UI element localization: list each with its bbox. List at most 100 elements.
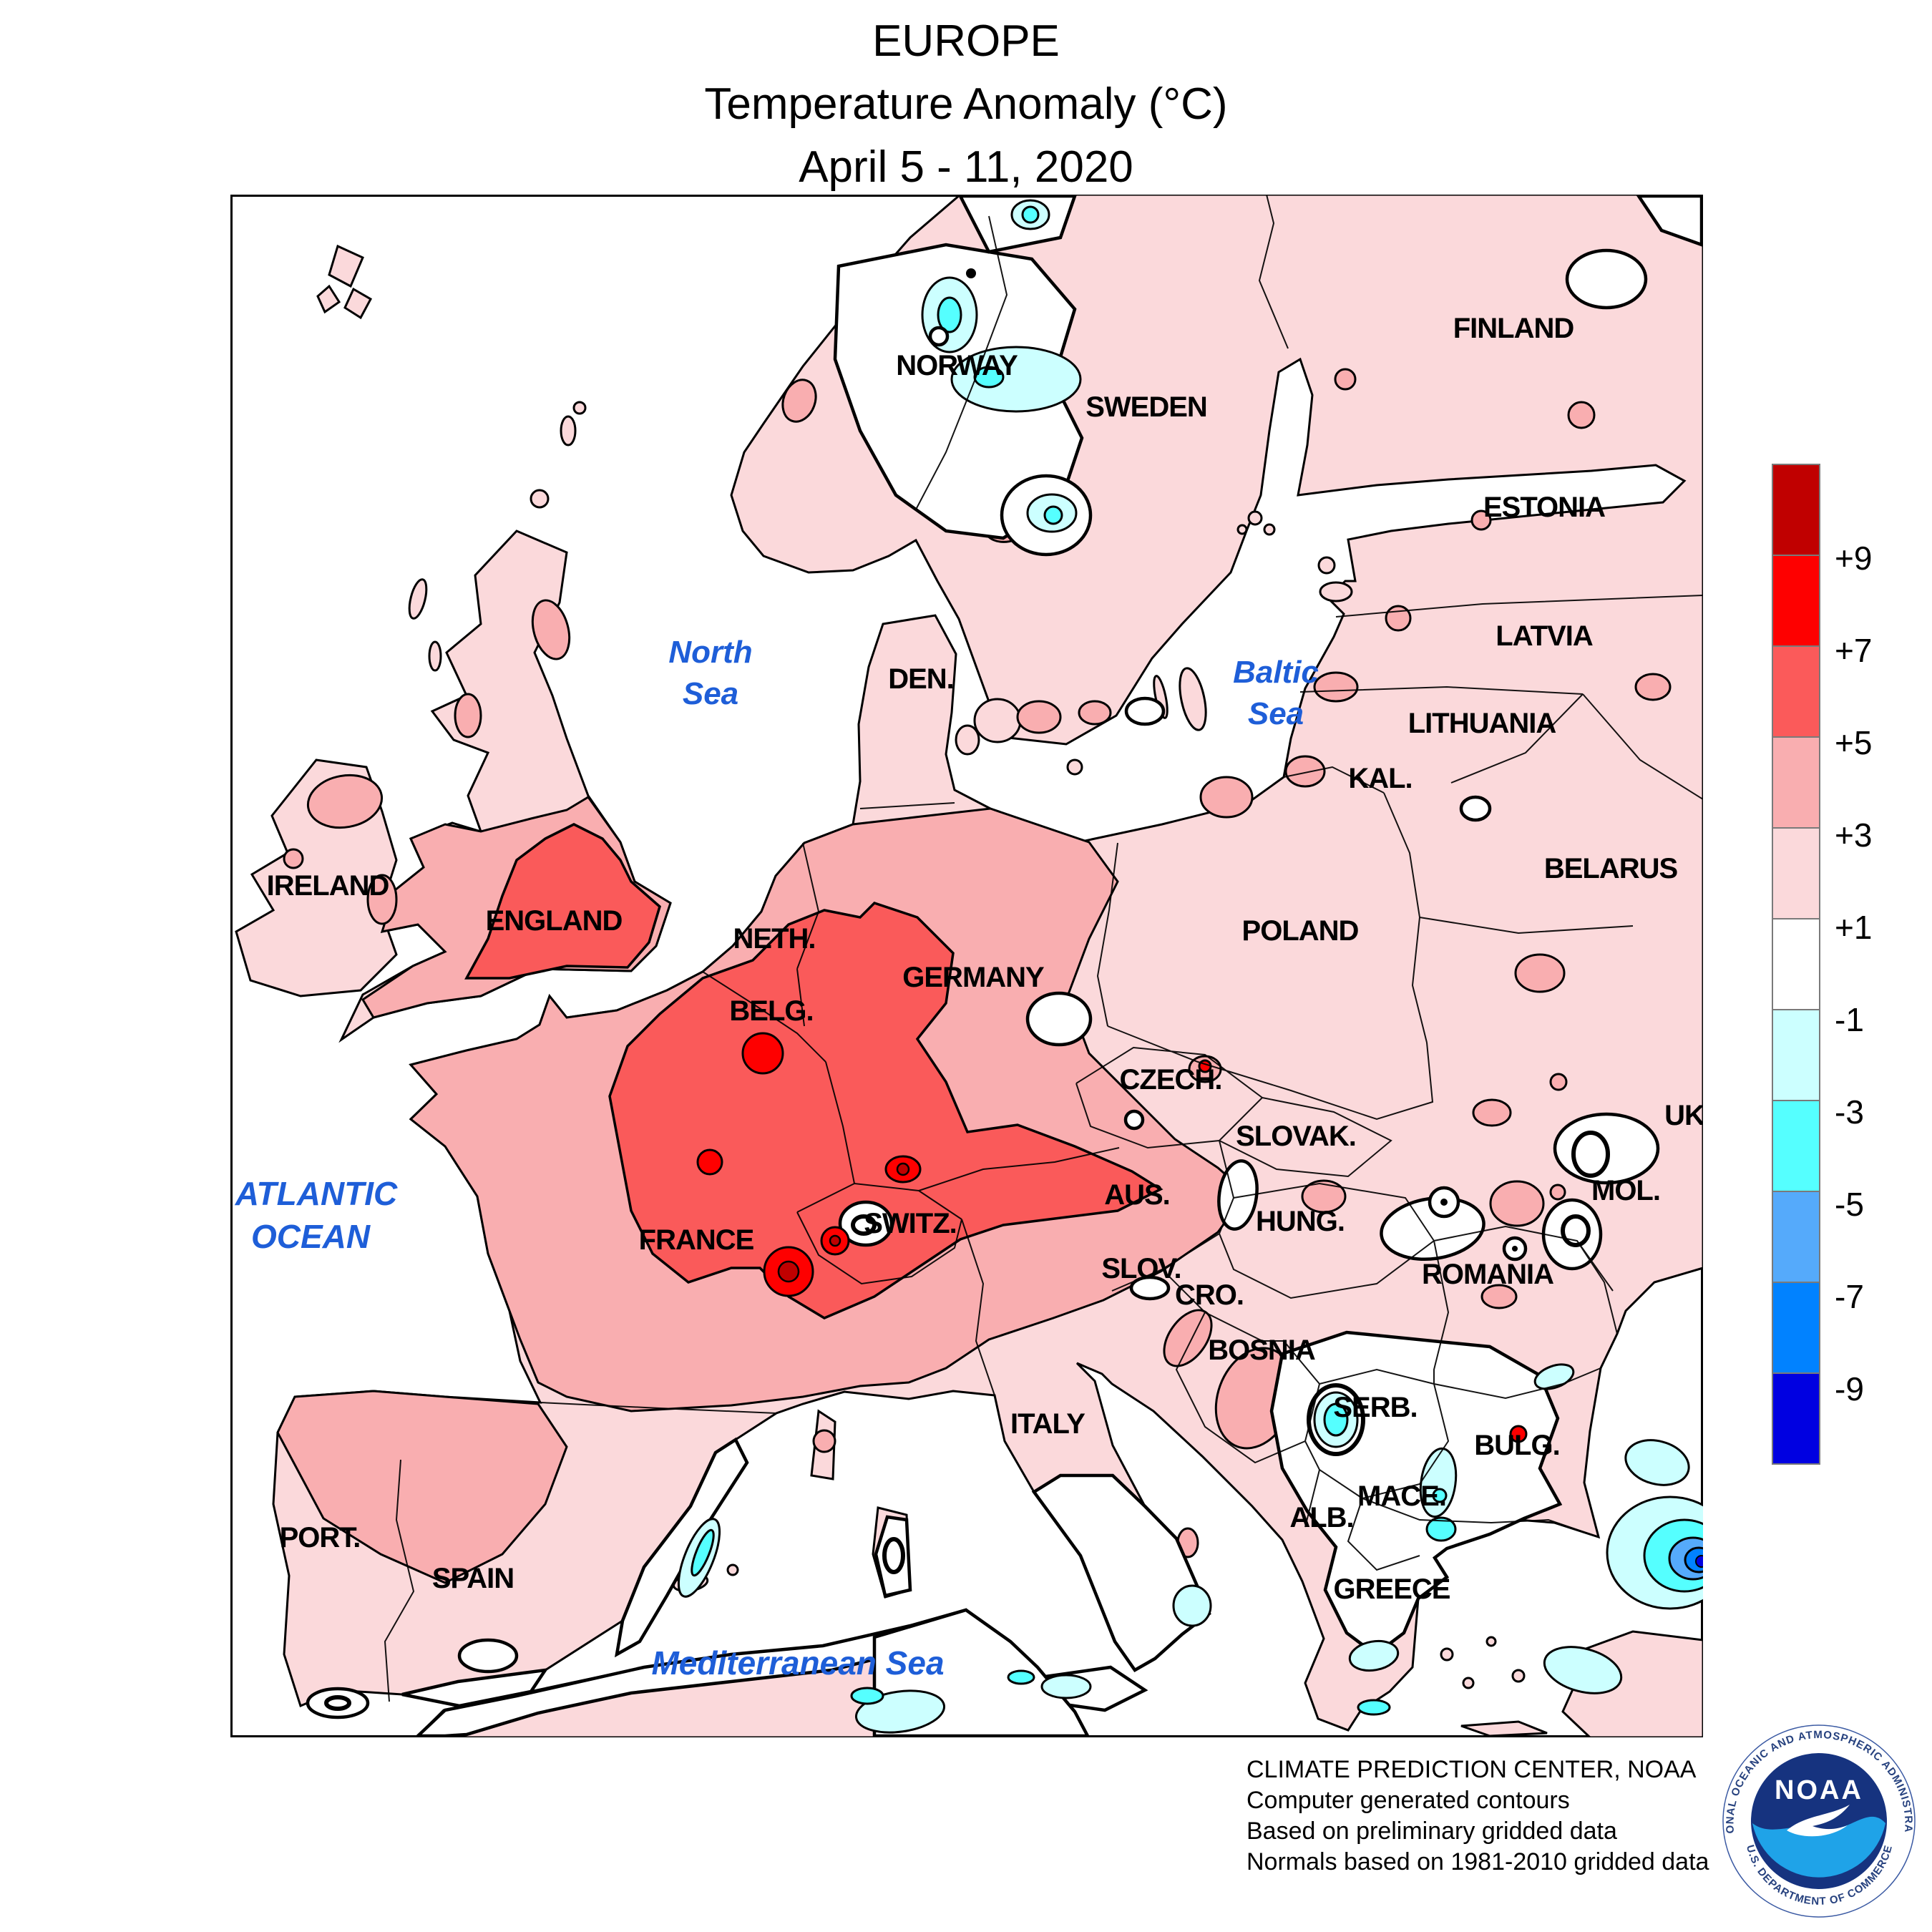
anomaly-neutral-transylvania: [1380, 1196, 1485, 1262]
europe-anomaly-map: NORWAY SWEDEN FINLAND ESTONIA LATVIA LITHUANI…: [230, 195, 1703, 1737]
contour-ring-portugal: [324, 1695, 351, 1711]
anomaly-minus1-black-sea-edge: [1624, 1439, 1690, 1486]
anomaly-plus3-estonia: [1470, 509, 1492, 531]
anomaly-plus5-france-germany: [608, 901, 1163, 1319]
map-label-slovak: SLOVAK.: [1236, 1121, 1356, 1152]
anomaly-plus3-n-ireland: [306, 774, 384, 829]
anomaly-neutral-white-sea: [1635, 195, 1703, 248]
map-label-czech: CZECH.: [1120, 1064, 1222, 1096]
sea-label-baltic: Baltic: [1233, 655, 1319, 690]
anomaly-plus3-e-hungary: [1301, 1179, 1347, 1214]
map-label-finland: FINLAND: [1453, 313, 1574, 344]
legend-swatch-6: [1772, 1009, 1820, 1101]
map-label-ireland: IRELAND: [267, 870, 389, 902]
anomaly-minus3-algeria-2: [1007, 1669, 1035, 1685]
shetland: [560, 415, 577, 447]
contour-dot-norway: [966, 268, 976, 278]
anomaly-plus7-belgium: [741, 1032, 784, 1075]
map-label-bosnia: BOSNIA: [1208, 1335, 1315, 1366]
sea-label-atlantic: ATLANTIC: [235, 1175, 398, 1212]
anomaly-field: [276, 195, 1703, 1737]
map-label-spain: SPAIN: [432, 1563, 514, 1594]
legend-tick-+3: +3: [1835, 816, 1873, 854]
anomaly-minus3-norway-top: [1021, 205, 1040, 224]
map-label-aus: AUS.: [1104, 1179, 1170, 1211]
anomaly-neutral-norway-dot: [928, 326, 950, 347]
aegean-island-4: [1511, 1669, 1526, 1683]
anomaly-plus3-finland-coast: [1334, 368, 1357, 391]
anomaly-plus3-s-romania: [1480, 1284, 1518, 1309]
anomaly-neutral-slovakia: [1123, 1109, 1145, 1131]
anomaly-plus3-moldova-1: [1549, 1184, 1566, 1201]
page-subtitle: Temperature Anomaly (°C): [704, 79, 1228, 129]
anomaly-neutral-nw-russia: [1565, 248, 1648, 310]
crete: [1460, 1720, 1548, 1737]
legend-tick--3: -3: [1835, 1093, 1864, 1131]
map-label-latvia: LATVIA: [1496, 620, 1593, 652]
legend-swatches: [1772, 464, 1820, 1465]
anomaly-neutral-se-sweden: [1124, 696, 1166, 726]
faroe-islands: [316, 244, 373, 320]
map-label-belarus: BELARUS: [1544, 853, 1678, 884]
anomaly-plus3-e-ireland: [366, 874, 398, 925]
anomaly-neutral-silesia: [1025, 991, 1093, 1047]
hebrides: [408, 578, 428, 620]
map-label-den: DEN.: [888, 663, 954, 695]
bornholm: [1066, 758, 1083, 776]
anomaly-plus3-e-slovakia: [1472, 1098, 1512, 1127]
anomaly-minus1-calabria: [1172, 1584, 1212, 1627]
title-block: EUROPE Temperature Anomaly (°C) April 5 …: [0, 10, 1932, 199]
legend-tick--7: -7: [1835, 1278, 1864, 1315]
map-label-switz: SWITZ.: [864, 1208, 957, 1239]
anomaly-plus3-russia-2: [1634, 673, 1672, 701]
anomaly-minus3-w-bulgaria-a: [1432, 1488, 1448, 1503]
map-label-serb: SERB.: [1333, 1392, 1417, 1423]
map-label-norway: NORWAY: [896, 350, 1018, 381]
hiiumaa: [1317, 556, 1336, 575]
hebrides-2: [428, 640, 442, 672]
anomaly-plus3-latvia: [1385, 605, 1412, 632]
shetland-2: [572, 401, 587, 415]
anomaly-neutral-andalusia: [457, 1638, 519, 1674]
color-scale-legend: +9 +7 +5 +3 +1 -1 -3 -5 -7 -9: [1772, 464, 1922, 1465]
contour-dot-romania2: [1512, 1246, 1518, 1252]
map-label-cro: CRO.: [1175, 1279, 1244, 1311]
legend-tick-+9: +9: [1835, 540, 1873, 577]
attribution-line-1: CLIMATE PREDICTION CENTER, NOAA: [1246, 1756, 1697, 1783]
map-label-poland: POLAND: [1242, 915, 1359, 947]
contour-dot-romania1: [1440, 1199, 1448, 1206]
anomaly-plus3-norway-coast: [781, 379, 817, 423]
anomaly-minus3-serbia: [1323, 1402, 1349, 1437]
sea-label-sea: Sea: [1248, 696, 1304, 731]
zealand: [973, 698, 1022, 743]
anomaly-minus9-marmara: [1695, 1555, 1703, 1568]
anomaly-plus3-s-sweden-2: [1078, 700, 1112, 726]
page-title: EUROPE: [872, 16, 1060, 66]
legend-swatch-9: [1772, 1282, 1820, 1374]
map-label-france: FRANCE: [639, 1224, 754, 1256]
anomaly-neutral-alps-hole: [838, 1200, 894, 1247]
legend-tick--1: -1: [1835, 1001, 1864, 1038]
gotland: [1179, 667, 1207, 731]
attribution-line-2: Computer generated contours: [1246, 1787, 1570, 1814]
aland-3: [1236, 524, 1248, 535]
legend-swatch-10: [1772, 1372, 1820, 1465]
legend-tick--5: -5: [1835, 1186, 1864, 1223]
anomaly-neutral-s-spain: [401, 1668, 549, 1708]
sea-label-sea: Sea: [683, 676, 738, 711]
anomaly-plus3-s-sweden-1: [1016, 700, 1062, 734]
date-range: April 5 - 11, 2020: [799, 142, 1133, 192]
map-label-uk: UK: [1664, 1100, 1703, 1131]
anomaly-plus3-corsica: [812, 1429, 836, 1453]
sea-label-north: North: [668, 635, 752, 670]
map-label-mace: MACE.: [1357, 1480, 1446, 1512]
map-labels: NORWAY SWEDEN FINLAND ESTONIA LATVIA LITHUANI…: [235, 313, 1703, 1682]
anomaly-minus1-greece: [1348, 1639, 1400, 1672]
anomaly-minus3-norway-c: [1043, 505, 1063, 525]
map-label-neth: NETH.: [733, 923, 816, 955]
anomaly-plus3-w-scotland: [454, 693, 482, 738]
attribution-line-3: Based on preliminary gridded data: [1246, 1818, 1617, 1845]
sea-label-ocean: OCEAN: [251, 1218, 371, 1255]
aland-1: [1247, 510, 1263, 526]
map-label-england: ENGLAND: [486, 905, 623, 937]
